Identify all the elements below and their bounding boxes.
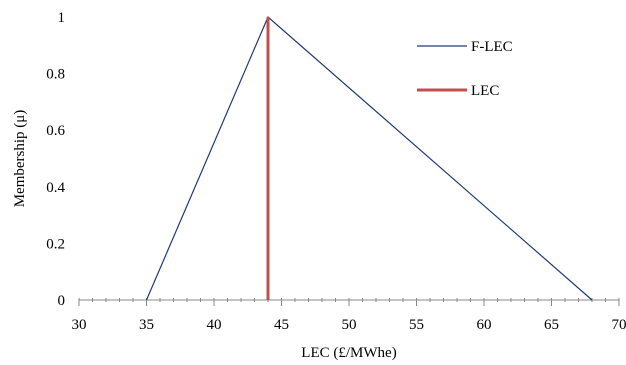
- y-tick-label: 0.6: [46, 123, 65, 139]
- x-tick-label: 40: [207, 317, 222, 333]
- y-axis-ticks: 0 0.2 0.4 0.6 0.8 1: [46, 10, 65, 309]
- x-axis-ticks: 30 35 40 45 50 55 60 65 70: [72, 300, 626, 333]
- series-line-f-lec: [145, 16, 593, 301]
- legend: F-LEC LEC: [417, 39, 513, 99]
- x-tick-label: 55: [409, 317, 424, 333]
- y-tick-label: 0.4: [46, 180, 65, 196]
- x-tick-label: 30: [72, 317, 87, 333]
- x-tick-label: 35: [139, 317, 154, 333]
- y-tick-label: 0.2: [46, 236, 65, 252]
- x-tick-label: 50: [342, 317, 357, 333]
- x-tick-label: 65: [544, 317, 559, 333]
- y-tick-label: 1: [58, 10, 66, 26]
- x-axis-minor-ticks: [78, 298, 620, 302]
- x-tick-label: 45: [274, 317, 289, 333]
- x-axis-title: LEC (£/MWhe): [301, 345, 396, 361]
- legend-label: LEC: [471, 83, 499, 99]
- legend-label: F-LEC: [471, 39, 513, 55]
- series-group: [145, 16, 593, 301]
- y-tick-label: 0.8: [46, 67, 65, 83]
- y-axis-title: Membership (μ): [12, 110, 28, 208]
- x-tick-label: 60: [477, 317, 492, 333]
- x-tick-label: 70: [612, 317, 626, 333]
- y-tick-label: 0: [58, 293, 66, 309]
